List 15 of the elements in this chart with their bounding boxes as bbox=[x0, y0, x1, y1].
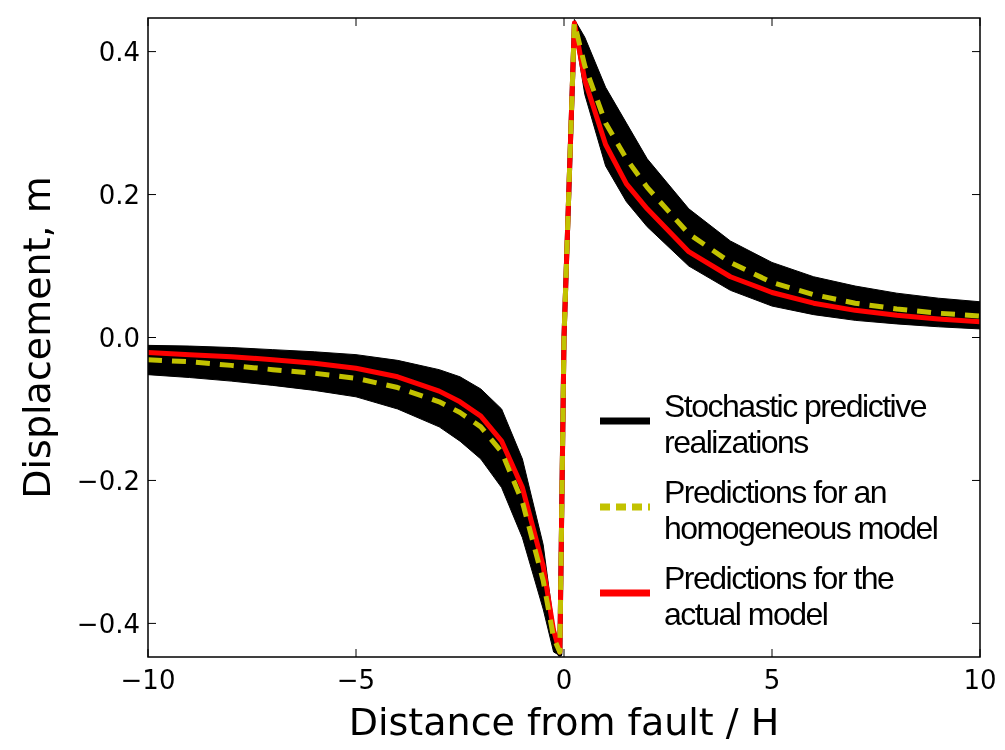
x-tick-label: −5 bbox=[336, 665, 376, 695]
y-tick-label: −0.4 bbox=[76, 608, 140, 639]
y-tick-label: 0.2 bbox=[98, 179, 140, 210]
x-tick-label: −10 bbox=[120, 665, 176, 695]
y-axis-title: Displacement, m bbox=[15, 176, 59, 499]
x-axis-title: Distance from fault / H bbox=[348, 700, 780, 744]
y-tick-label: 0.0 bbox=[98, 322, 140, 353]
x-tick-label: 0 bbox=[555, 665, 573, 695]
legend-label: Predictions for an homogeneous model bbox=[664, 474, 938, 546]
x-tick-label: 5 bbox=[763, 665, 781, 695]
x-tick-label: 10 bbox=[963, 665, 997, 695]
y-tick-label: 0.4 bbox=[98, 36, 140, 67]
legend-label: Stochastic predictive realizations bbox=[664, 388, 927, 460]
y-tick-label: −0.2 bbox=[76, 465, 140, 496]
legend-label: Predictions for the actual model bbox=[664, 560, 895, 632]
